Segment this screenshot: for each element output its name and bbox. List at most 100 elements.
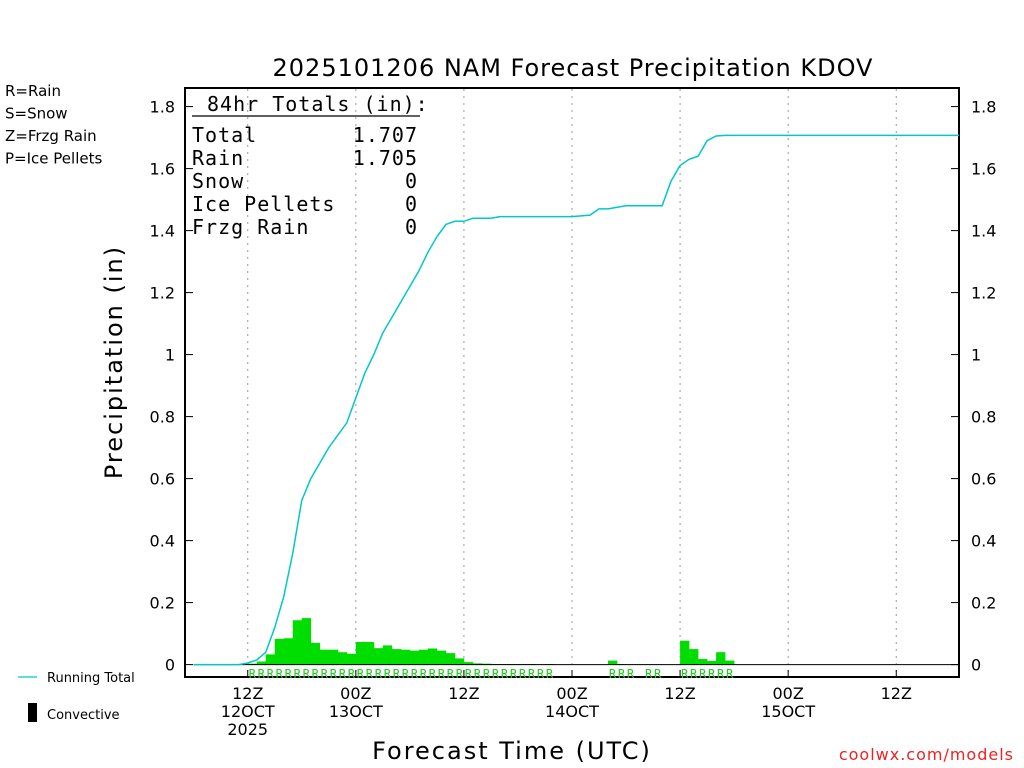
ptype-marker: R <box>510 667 518 681</box>
ptype-marker: R <box>465 667 473 681</box>
ptype-legend-item: S=Snow <box>5 105 68 123</box>
totals-row-label: Snow <box>192 169 244 193</box>
y-tick-label-right: 0.4 <box>971 532 996 551</box>
ptype-legend: R=Rain S=Snow Z=Frzg Rain P=Ice Pellets <box>5 82 102 168</box>
x-tick-label: 12Z <box>664 684 695 703</box>
rain-bar <box>364 641 375 665</box>
ptype-marker: R <box>447 667 455 681</box>
ptype-marker: R <box>654 667 662 681</box>
ptype-marker: R <box>384 667 392 681</box>
ptype-marker: R <box>366 667 374 681</box>
convective-legend-label: Convective <box>47 708 120 723</box>
rain-bar <box>292 620 303 665</box>
x-tick-label: 15OCT <box>761 702 815 721</box>
x-tick-label: 14OCT <box>545 702 599 721</box>
rain-bar <box>283 638 294 665</box>
ptype-marker: R <box>456 667 464 681</box>
y-tick-label-right: 1.4 <box>971 222 996 241</box>
vertical-gridlines <box>247 89 897 676</box>
ptype-legend-item: R=Rain <box>5 82 61 100</box>
y-tick-label-right: 1 <box>971 346 981 365</box>
ptype-marker: R <box>537 667 545 681</box>
totals-row-value: 1.707 <box>353 123 418 147</box>
ptype-marker: R <box>627 667 635 681</box>
x-tick-label: 00Z <box>340 684 371 703</box>
ptype-legend-item: Z=Frzg Rain <box>5 127 97 145</box>
ptype-marker: R <box>726 667 734 681</box>
ptype-marker: R <box>483 667 491 681</box>
totals-row-label: Frzg Rain <box>192 215 309 239</box>
y-tick-label-left: 0.6 <box>150 470 175 489</box>
totals-row-value: 0 <box>405 192 418 216</box>
y-tick-label-left: 0.8 <box>150 408 175 427</box>
x-tick-label: 12Z <box>448 684 479 703</box>
ptype-marker: R <box>357 667 365 681</box>
rain-bar <box>427 648 438 665</box>
ptype-marker: R <box>348 667 356 681</box>
rain-bar <box>680 640 690 665</box>
ptype-marker: R <box>717 667 725 681</box>
y-tick-label-right: 0.6 <box>971 470 996 489</box>
rain-bar <box>454 658 465 665</box>
x-tick-label: 00Z <box>556 684 587 703</box>
ptype-marker: R <box>546 667 554 681</box>
ptype-legend-item: P=Ice Pellets <box>5 150 102 168</box>
y-tick-label-left: 1.2 <box>150 284 175 303</box>
rain-bar <box>707 660 717 665</box>
rain-bar <box>337 652 348 665</box>
rain-bar <box>382 645 393 665</box>
ptype-marker: R <box>303 667 311 681</box>
rain-bar <box>409 650 420 665</box>
rain-bar <box>391 649 402 665</box>
ptype-marker: R <box>330 667 338 681</box>
y-tick-label-left: 1 <box>165 346 175 365</box>
rain-bars <box>247 618 735 665</box>
x-tick-label: 12Z <box>232 684 263 703</box>
y-tick-label-left: 0.4 <box>150 532 175 551</box>
rain-bar <box>445 653 456 665</box>
rain-bar <box>274 638 285 665</box>
totals-row-label: Total <box>192 123 257 147</box>
ptype-marker: R <box>402 667 410 681</box>
running-total-line <box>193 134 959 666</box>
ptype-marker: R <box>501 667 509 681</box>
chart-title: 2025101206 NAM Forecast Precipitation KD… <box>273 54 874 82</box>
rain-bar <box>698 659 708 665</box>
rain-bar <box>689 649 699 665</box>
ptype-marker: R <box>474 667 482 681</box>
totals-row-label: Rain <box>192 146 244 170</box>
ptype-marker: R <box>294 667 302 681</box>
totals-row-value: 0 <box>405 169 418 193</box>
y-tick-label-left: 1.4 <box>150 222 175 241</box>
totals-row-label: Ice Pellets <box>192 192 335 216</box>
rain-bar <box>463 662 474 665</box>
ptype-marker: R <box>519 667 527 681</box>
plot-frame <box>184 87 960 678</box>
totals-row-value: 1.705 <box>353 146 418 170</box>
rain-bar <box>373 648 384 665</box>
ptype-marker: R <box>420 667 428 681</box>
ptype-marker: R <box>321 667 329 681</box>
rain-bar <box>319 649 330 665</box>
y-tick-label-left: 1.8 <box>150 98 175 117</box>
convective-legend-swatch <box>28 703 37 722</box>
ptype-marker: R <box>411 667 419 681</box>
y-tick-label-right: 1.2 <box>971 284 996 303</box>
ptype-marker: R <box>267 667 275 681</box>
y-tick-label-left: 0 <box>165 656 175 675</box>
ptype-marker: R <box>681 667 689 681</box>
x-tick-label: 12OCT <box>221 702 275 721</box>
ptype-marker: R <box>375 667 383 681</box>
y-axis-label: Precipitation (in) <box>100 245 128 479</box>
rain-bar <box>310 642 321 665</box>
running-total-legend-label: Running Total <box>47 671 135 686</box>
x-axis-label: Forecast Time (UTC) <box>372 737 652 765</box>
rain-bar <box>436 650 447 665</box>
credit-link[interactable]: coolwx.com/models <box>839 745 1014 764</box>
totals-row-value: 0 <box>405 215 418 239</box>
ptype-marker: R <box>339 667 347 681</box>
ptype-marker: R <box>312 667 320 681</box>
ptype-marker: R <box>690 667 698 681</box>
